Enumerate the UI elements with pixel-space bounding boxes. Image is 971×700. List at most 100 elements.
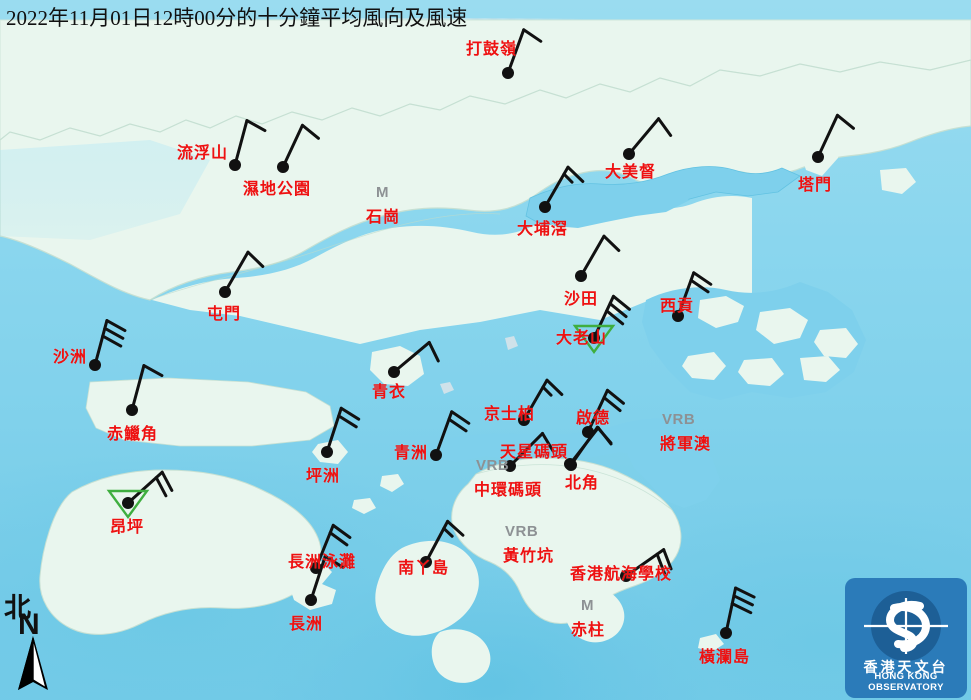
station-dot[interactable] <box>812 151 824 163</box>
station-dot[interactable] <box>620 570 632 582</box>
station-dot[interactable] <box>388 366 400 378</box>
wind-barb-layer <box>89 28 855 639</box>
station-dot[interactable] <box>126 404 138 416</box>
station-dot[interactable] <box>430 449 442 461</box>
station-label[interactable]: 沙洲 <box>53 349 88 366</box>
station-label[interactable]: 昂坪 <box>110 519 145 536</box>
station-label[interactable]: 北角 <box>565 475 600 492</box>
station-label[interactable]: 塔門 <box>798 177 833 194</box>
wind-barb <box>325 406 361 454</box>
land-masses <box>0 19 971 683</box>
station-dot[interactable] <box>219 286 231 298</box>
station-label[interactable]: 打鼓嶺 <box>466 41 518 58</box>
north-arrow: 北 N <box>4 586 74 696</box>
wind-barb <box>569 425 613 467</box>
wind-barb <box>424 519 465 564</box>
station-label[interactable]: 沙田 <box>564 291 599 308</box>
station-dot[interactable] <box>420 556 432 568</box>
wind-barb <box>676 271 713 318</box>
station-dot[interactable] <box>720 627 732 639</box>
station-dot[interactable] <box>539 201 551 213</box>
hko-logo-mark <box>864 591 948 661</box>
wind-barb <box>816 113 855 159</box>
station-label[interactable]: 黃竹坑 <box>503 548 555 565</box>
station-label[interactable]: 橫瀾島 <box>699 649 751 666</box>
station-dot[interactable] <box>229 159 241 171</box>
hko-logo-label-en: HONG KONG OBSERVATORY <box>868 671 944 693</box>
land-rocks <box>440 336 518 394</box>
station-label[interactable]: 西貢 <box>660 298 695 315</box>
variable-wind-flag: VRB <box>476 457 510 474</box>
station-label[interactable]: 青衣 <box>372 384 407 401</box>
station-dot[interactable] <box>672 310 684 322</box>
hko-logo: 香港天文台 HONG KONG OBSERVATORY <box>845 578 967 698</box>
land-nt-south-detail <box>152 193 752 344</box>
variable-wind-flag: VRB <box>662 411 696 428</box>
station-label[interactable]: 青洲 <box>394 445 429 462</box>
station-label[interactable]: 南丫島 <box>398 560 450 577</box>
hko-logo-label-cn: 香港天文台 <box>863 661 949 676</box>
station-dot[interactable] <box>122 497 134 509</box>
station-label[interactable]: 赤鱲角 <box>107 426 159 443</box>
station-label[interactable]: 赤柱 <box>571 622 606 639</box>
missing-data-flag: M <box>376 184 389 201</box>
land-hk-island-south-lobe <box>563 585 625 643</box>
page-title: 2022年11月01日12時00分的十分鐘平均風向及風速 <box>6 6 468 30</box>
wind-barb <box>314 523 352 570</box>
station-label[interactable]: 京士柏 <box>484 406 536 423</box>
land-hong-kong-island <box>451 457 682 625</box>
station-label[interactable]: 長洲泳灘 <box>288 554 357 571</box>
station-dot[interactable] <box>277 161 289 173</box>
station-label[interactable]: 大埔滘 <box>517 221 569 238</box>
station-label[interactable]: 香港航海學校 <box>570 566 673 583</box>
land-lantau <box>39 469 322 635</box>
wind-barb <box>586 388 625 434</box>
north-arrow-glyph <box>18 636 48 690</box>
station-label[interactable]: 大老山 <box>556 330 608 347</box>
land-cheung-chau <box>288 560 336 610</box>
station-label[interactable]: 中環碼頭 <box>474 482 543 499</box>
land-tap-mun <box>798 106 842 176</box>
station-label[interactable]: 流浮山 <box>177 145 229 162</box>
station-label[interactable]: 長洲 <box>289 616 324 633</box>
station-dot[interactable] <box>321 446 333 458</box>
water-tolo-inner <box>546 192 690 228</box>
water-harbour-east <box>626 442 720 508</box>
station-label[interactable]: 大美督 <box>605 164 657 181</box>
station-label[interactable]: 濕地公園 <box>243 181 312 198</box>
wind-barb <box>506 28 543 75</box>
station-dot[interactable] <box>623 148 635 160</box>
wind-barb <box>223 250 265 294</box>
station-label[interactable]: 坪洲 <box>306 468 341 485</box>
wind-barb <box>392 340 440 374</box>
missing-data-flag: M <box>581 597 594 614</box>
wind-barb <box>543 165 585 209</box>
station-dot[interactable] <box>504 460 516 472</box>
wind-barb <box>93 319 127 367</box>
wind-barb <box>130 364 164 412</box>
land-sai-kung-islands <box>682 296 858 386</box>
station-dot[interactable] <box>305 594 317 606</box>
station-dot[interactable] <box>89 359 101 371</box>
elevated-station-marker <box>106 489 150 520</box>
station-dot[interactable] <box>588 332 600 344</box>
station-dot[interactable] <box>565 459 577 471</box>
station-dot[interactable] <box>575 270 587 282</box>
wind-barb <box>434 410 471 457</box>
station-label[interactable]: 石崗 <box>366 209 401 226</box>
land-tsing-yi <box>370 346 424 386</box>
water-deep-bay-shelf <box>0 140 210 240</box>
wind-barb <box>724 586 756 635</box>
elevated-station-marker <box>572 324 616 355</box>
station-dot[interactable] <box>518 414 530 426</box>
station-label[interactable]: 屯門 <box>207 306 242 323</box>
station-label[interactable]: 將軍澳 <box>660 436 712 453</box>
station-label[interactable]: 天星碼頭 <box>500 444 569 461</box>
station-label[interactable]: 啟德 <box>576 410 611 427</box>
wind-barb <box>624 548 673 578</box>
north-arrow-label-cn: 北 <box>4 593 31 623</box>
land-lamma <box>375 540 491 683</box>
station-dot[interactable] <box>502 67 514 79</box>
